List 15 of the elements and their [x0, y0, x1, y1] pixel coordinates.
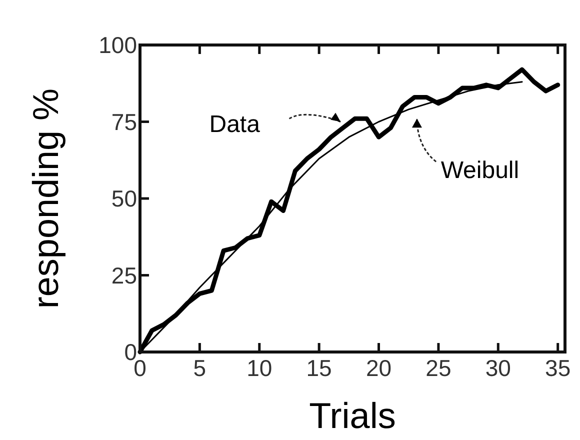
text: Data [209, 110, 261, 138]
y-axis-title: responding % [25, 88, 66, 309]
x-tick-label: 15 [306, 355, 332, 381]
x-tick-label: 25 [426, 355, 452, 381]
x-tick-label: 35 [545, 355, 571, 381]
text: Weibull [440, 156, 520, 184]
y-tick-label: 25 [111, 262, 137, 288]
x-tick-label: 30 [485, 355, 511, 381]
x-tick-label: 10 [246, 355, 272, 381]
y-tick-label: 100 [98, 32, 137, 58]
y-tick-label: 50 [111, 186, 137, 212]
y-tick-label: 75 [111, 108, 137, 135]
x-tick-label: 20 [366, 355, 392, 381]
x-tick-label: 5 [193, 355, 206, 381]
x-axis-title: Trials [309, 395, 396, 436]
